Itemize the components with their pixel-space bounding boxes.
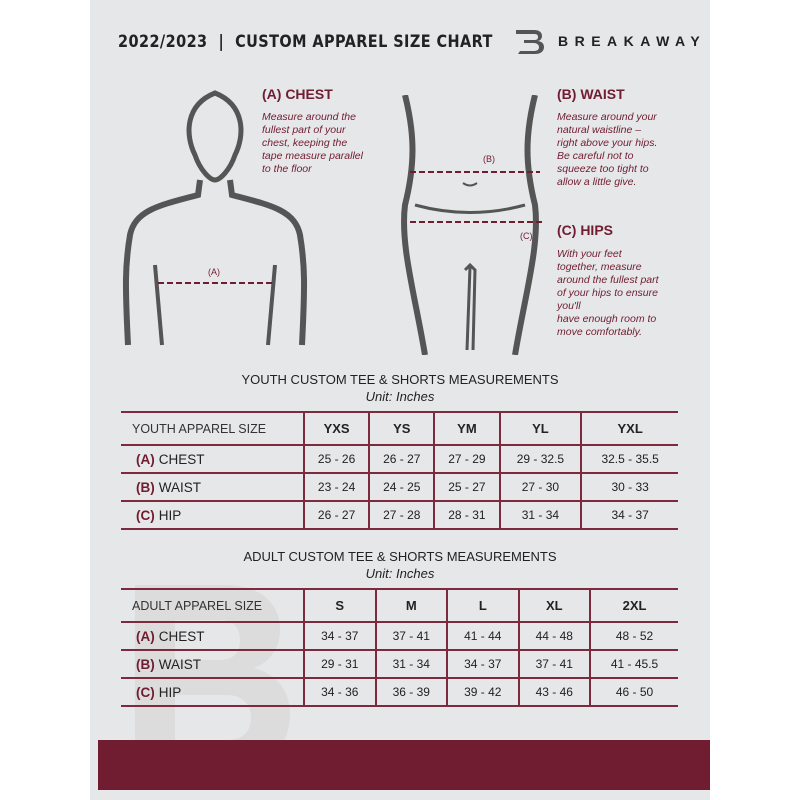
cell: 44 - 48 xyxy=(517,621,591,651)
cell: 30 - 33 xyxy=(580,472,678,502)
cell: 34 - 37 xyxy=(303,621,376,651)
cell: 24 - 25 xyxy=(368,472,435,502)
row-label: HIP xyxy=(158,507,182,523)
row-code: (B) xyxy=(136,479,155,495)
breakaway-logo-icon xyxy=(516,30,544,54)
size-header: YOUTH APPAREL SIZE xyxy=(121,411,304,446)
cell: 36 - 39 xyxy=(374,677,448,707)
cell: 29 - 31 xyxy=(303,649,376,679)
hips-marker: (C) xyxy=(520,231,533,241)
youth-table-title: YOUTH CUSTOM TEE & SHORTS MEASUREMENTS xyxy=(241,372,559,387)
cell: 25 - 26 xyxy=(302,444,370,474)
page-title: 2022/2023 | CUSTOM APPAREL SIZE CHART xyxy=(118,32,493,52)
chest-description: Measure around the fullest part of your … xyxy=(262,111,363,175)
cell: 48 - 52 xyxy=(589,621,678,651)
cell: 41 - 44 xyxy=(446,621,519,651)
adult-size-table: ADULT APPAREL SIZE S M L XL 2XL (A) CHEST… xyxy=(121,588,678,707)
hips-heading: (C) HIPS xyxy=(557,222,613,238)
cell: 34 - 36 xyxy=(303,677,376,707)
row-label: WAIST xyxy=(158,479,201,495)
size-col: 2XL xyxy=(589,588,678,623)
cell: 43 - 46 xyxy=(517,677,591,707)
row-label: CHEST xyxy=(158,628,205,644)
cell: 27 - 29 xyxy=(433,444,500,474)
size-col: YXL xyxy=(580,411,678,446)
row-code: (C) xyxy=(136,507,155,523)
cell: 26 - 27 xyxy=(302,500,370,530)
cell: 32.5 - 35.5 xyxy=(580,444,678,474)
waist-description: Measure around your natural waistline – … xyxy=(557,111,658,188)
table-row: (B) WAIST 29 - 31 31 - 34 34 - 37 37 - 41 41 … xyxy=(121,649,678,679)
cell: 29 - 32.5 xyxy=(498,444,582,474)
waist-marker: (B) xyxy=(483,154,495,164)
row-code: (C) xyxy=(136,684,155,700)
size-col: S xyxy=(303,588,376,623)
size-col: YL xyxy=(498,411,582,446)
adult-table-unit: Unit: Inches xyxy=(365,566,435,581)
cell: 37 - 41 xyxy=(374,621,448,651)
waist-heading: (B) WAIST xyxy=(557,86,625,102)
size-col: YM xyxy=(433,411,500,446)
chest-marker: (A) xyxy=(208,267,220,277)
size-col: YXS xyxy=(302,411,370,446)
cell: 27 - 30 xyxy=(498,472,582,502)
cell: 34 - 37 xyxy=(446,649,519,679)
table-row: (C) HIP 34 - 36 36 - 39 39 - 42 43 - 46 46 - … xyxy=(121,677,678,707)
cell: 27 - 28 xyxy=(368,500,435,530)
row-code: (A) xyxy=(136,451,155,467)
lower-body-illustration: (B) (C) xyxy=(401,95,545,355)
row-label: CHEST xyxy=(158,451,205,467)
size-chart-page: 2022/2023 | CUSTOM APPAREL SIZE CHART BR… xyxy=(90,0,710,800)
size-col: M xyxy=(374,588,448,623)
cell: 34 - 37 xyxy=(580,500,678,530)
cell: 37 - 41 xyxy=(517,649,591,679)
cell: 31 - 34 xyxy=(498,500,582,530)
cell: 28 - 31 xyxy=(433,500,500,530)
table-header-row: YOUTH APPAREL SIZE YXS YS YM YL YXL xyxy=(121,411,678,446)
cell: 23 - 24 xyxy=(302,472,370,502)
table-header-row: ADULT APPAREL SIZE S M L XL 2XL xyxy=(121,588,678,623)
row-label: HIP xyxy=(158,684,182,700)
youth-size-table: YOUTH APPAREL SIZE YXS YS YM YL YXL (A) C… xyxy=(121,411,678,530)
table-row: (A) CHEST 25 - 26 26 - 27 27 - 29 29 - 32.5 3… xyxy=(121,444,678,474)
cell: 41 - 45.5 xyxy=(589,649,678,679)
adult-table-title: ADULT CUSTOM TEE & SHORTS MEASUREMENTS xyxy=(243,549,557,564)
size-header: ADULT APPAREL SIZE xyxy=(121,588,304,623)
row-label: WAIST xyxy=(158,656,201,672)
row-code: (A) xyxy=(136,628,155,644)
table-row: (C) HIP 26 - 27 27 - 28 28 - 31 31 - 34 34 - … xyxy=(121,500,678,530)
cell: 46 - 50 xyxy=(589,677,678,707)
youth-table-unit: Unit: Inches xyxy=(365,389,435,404)
size-col: XL xyxy=(517,588,591,623)
brand-name: BREAKAWAY xyxy=(558,33,707,49)
hips-description: With your feet together, measure around … xyxy=(557,248,659,338)
size-col: L xyxy=(446,588,519,623)
upper-body-illustration: (A) xyxy=(122,90,308,346)
table-row: (A) CHEST 34 - 37 37 - 41 41 - 44 44 - 48 48 … xyxy=(121,621,678,651)
footer-band xyxy=(98,740,710,790)
table-row: (B) WAIST 23 - 24 24 - 25 25 - 27 27 - 30 30 … xyxy=(121,472,678,502)
size-col: YS xyxy=(368,411,435,446)
row-code: (B) xyxy=(136,656,155,672)
cell: 25 - 27 xyxy=(433,472,500,502)
cell: 26 - 27 xyxy=(368,444,435,474)
cell: 31 - 34 xyxy=(374,649,448,679)
cell: 39 - 42 xyxy=(446,677,519,707)
chest-heading: (A) CHEST xyxy=(262,86,333,102)
brand-logo: BREAKAWAY xyxy=(512,24,706,58)
